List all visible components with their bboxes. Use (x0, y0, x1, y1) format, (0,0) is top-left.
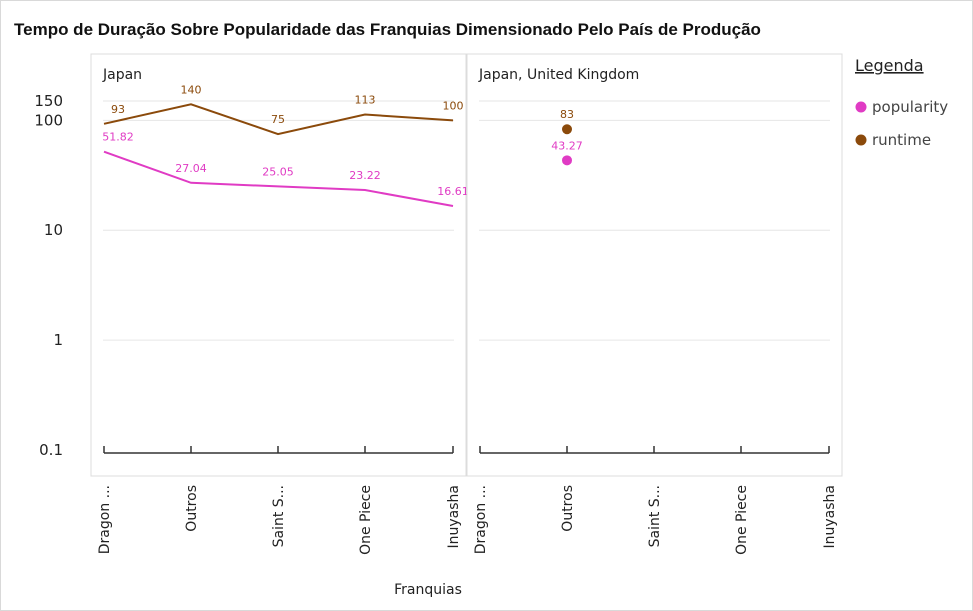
x-tick-label: Saint S... (647, 485, 663, 547)
data-label: 100 (443, 99, 464, 112)
data-label: 25.05 (262, 165, 294, 178)
legend-label-popularity[interactable]: popularity (872, 98, 948, 116)
legend-marker-runtime[interactable] (855, 134, 867, 146)
x-tick-label: One Piece (358, 485, 374, 555)
x-tick-label: Dragon ... (97, 485, 113, 554)
y-tick-label: 1 (53, 331, 63, 349)
legend-title[interactable]: Legenda (855, 56, 924, 75)
x-tick-label: One Piece (734, 485, 750, 555)
x-tick-label: Inuyasha (446, 485, 462, 549)
panel-border (466, 53, 843, 477)
x-tick-label: Outros (184, 485, 200, 532)
series-line-runtime[interactable] (103, 103, 454, 136)
x-tick-label: Saint S... (271, 485, 287, 547)
y-tick-label: 100 (34, 111, 63, 129)
data-label: 51.82 (102, 131, 134, 144)
panel-title: Japan, United Kingdom (478, 67, 639, 83)
panel-border (90, 53, 467, 477)
data-label: 43.27 (551, 139, 583, 152)
chart-title: Tempo de Duração Sobre Popularidade das … (14, 20, 761, 39)
legend-marker-popularity[interactable] (855, 101, 867, 113)
data-label: 140 (181, 83, 202, 96)
data-point-runtime[interactable] (562, 124, 572, 135)
data-label: 27.04 (175, 162, 207, 175)
data-label: 93 (111, 103, 125, 116)
legend-label-runtime[interactable]: runtime (872, 131, 931, 149)
y-tick-label: 150 (34, 92, 63, 110)
data-label: 83 (560, 108, 574, 121)
facet-panel: Japan, United Kingdom Dragon ... Outros Sai… (466, 53, 843, 555)
data-label: 75 (271, 113, 285, 126)
y-tick-label: 0.1 (39, 441, 63, 459)
data-point-popularity[interactable] (562, 155, 572, 166)
x-tick-label: Dragon ... (473, 485, 489, 554)
x-tick-label: Outros (560, 485, 576, 532)
x-axis-title: Franquias (394, 582, 462, 598)
data-label: 16.61 (437, 185, 469, 198)
series-line-popularity[interactable] (103, 150, 454, 208)
facet-panel: Japan Dragon ... Outros Saint S... One Piece… (90, 53, 469, 555)
data-label: 113 (355, 94, 376, 107)
legend: Legenda popularity runtime (855, 56, 948, 149)
y-tick-label: 10 (44, 221, 63, 239)
x-tick-label: Inuyasha (822, 485, 838, 549)
data-label: 23.22 (349, 169, 381, 182)
panel-title: Japan (102, 67, 142, 83)
